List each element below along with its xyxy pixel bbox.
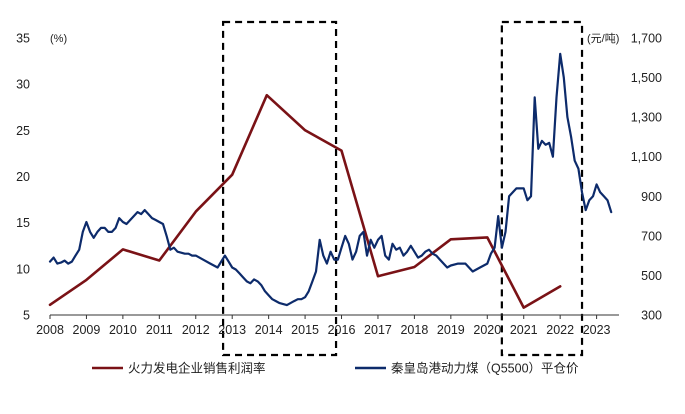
- left-tick-label: 5: [23, 309, 30, 323]
- series-line-coal-price: [48, 52, 613, 307]
- series-line-profit-margin: [48, 93, 562, 309]
- right-tick-label: 500: [641, 269, 662, 283]
- x-axis: 2008 2009 2010 2011 2012 2013 2014 2015 2016 2017…: [36, 314, 619, 337]
- x-tick-label: 2015: [291, 323, 319, 337]
- x-tick-label: 2016: [328, 323, 356, 337]
- x-tick-label: 2011: [146, 323, 173, 337]
- left-tick-label: 20: [16, 170, 30, 184]
- x-tick-label: 2020: [473, 323, 501, 337]
- right-axis-unit: (元/吨): [587, 32, 619, 45]
- right-tick-label: 900: [641, 190, 662, 204]
- right-tick-label: 1,300: [631, 111, 662, 125]
- legend-label-coal: 秦皇岛港动力煤（Q5500）平仓价: [391, 361, 579, 376]
- x-tick-label: 2021: [510, 323, 538, 337]
- left-tick-label: 10: [16, 262, 30, 276]
- right-tick-label: 1,700: [631, 32, 662, 46]
- right-tick-label: 1,100: [631, 150, 662, 164]
- legend: 火力发电企业销售利润率 秦皇岛港动力煤（Q5500）平仓价: [92, 361, 579, 376]
- left-tick-label: 15: [16, 216, 30, 230]
- highlight-box-2: [500, 20, 584, 357]
- left-axis: (%) 5 10 15 20 25 30 35: [16, 32, 67, 323]
- plot-lines: [48, 52, 613, 309]
- x-tick-label: 2009: [73, 323, 101, 337]
- x-tick-label: 2022: [546, 323, 574, 337]
- x-tick-label: 2018: [400, 323, 428, 337]
- x-tick-label: 2013: [218, 323, 246, 337]
- x-tick-label: 2019: [437, 323, 465, 337]
- x-tick-label: 2014: [255, 323, 283, 337]
- left-tick-label: 30: [16, 78, 30, 92]
- x-tick-label: 2017: [364, 323, 392, 337]
- right-tick-label: 1,500: [631, 71, 662, 85]
- x-tick-label: 2008: [36, 323, 64, 337]
- left-tick-label: 35: [16, 32, 30, 46]
- x-tick-label: 2023: [583, 323, 611, 337]
- right-tick-label: 700: [641, 229, 662, 243]
- x-tick-label: 2012: [182, 323, 210, 337]
- legend-label-profit: 火力发电企业销售利润率: [128, 361, 266, 376]
- x-tick-label: 2010: [109, 323, 137, 337]
- left-tick-label: 25: [16, 124, 30, 138]
- right-axis: (元/吨) 300 500 700 900 1,100 1,300 1,500 1,700: [587, 32, 662, 323]
- highlight-box-1: [221, 20, 338, 357]
- right-tick-label: 300: [641, 309, 662, 323]
- left-axis-unit: (%): [50, 33, 67, 45]
